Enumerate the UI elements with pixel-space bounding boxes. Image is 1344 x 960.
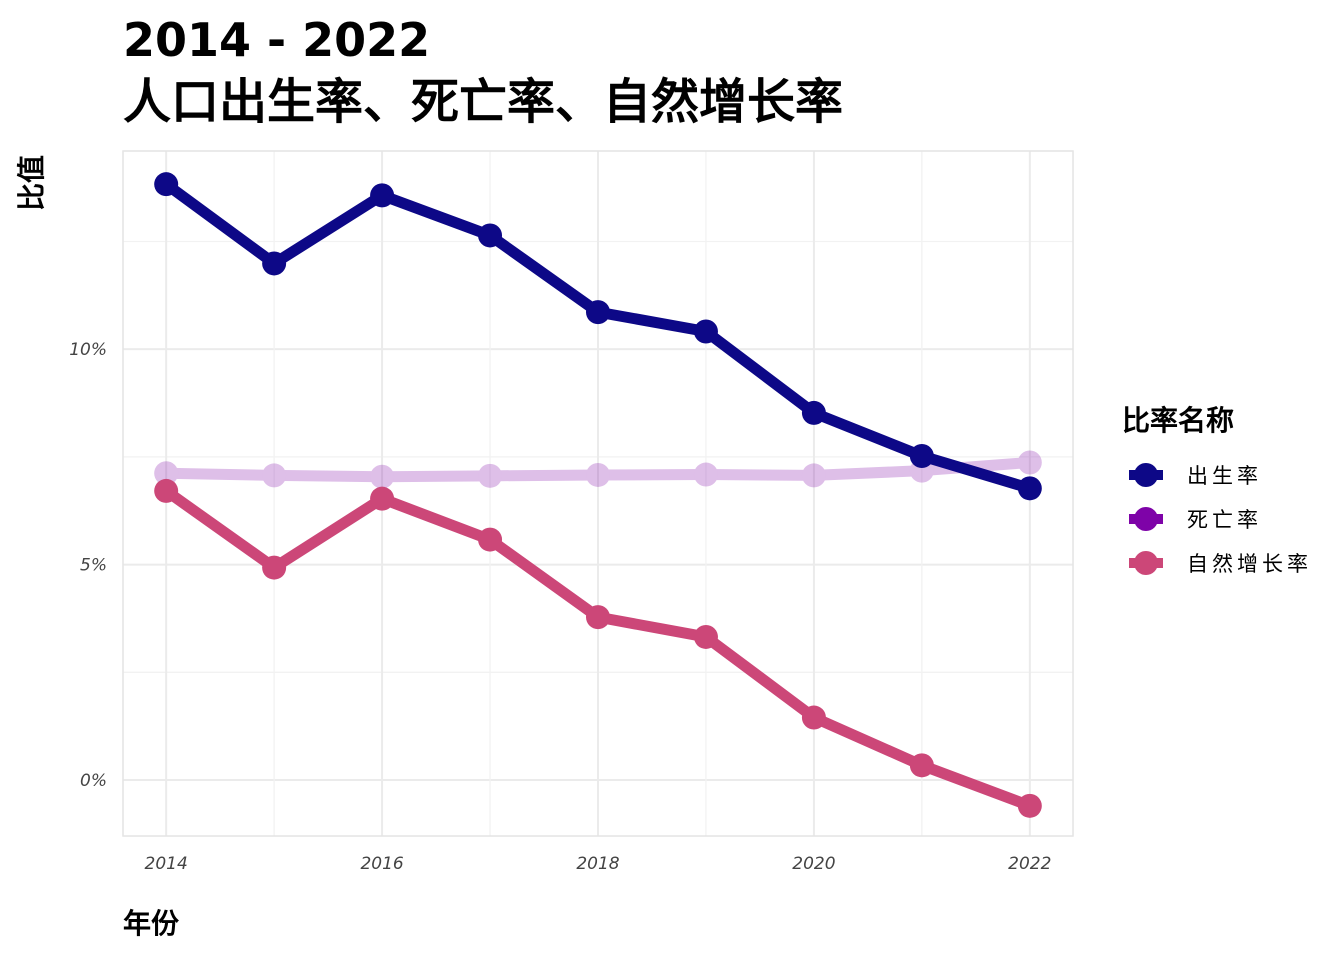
data-point — [370, 183, 395, 208]
y-tick-label: 0% — [80, 771, 107, 791]
legend-key-point — [1134, 551, 1158, 575]
x-tick-label: 2016 — [360, 854, 403, 874]
series-group — [154, 478, 1042, 818]
x-axis-title: 年份 — [123, 907, 179, 940]
chart-title-line2: 人口出生率、死亡率、自然增长率 — [123, 74, 843, 130]
legend-title: 比率名称 — [1122, 404, 1234, 437]
y-axis-ticks: 0% 5% 10% — [69, 340, 107, 791]
x-axis-ticks: 2014 2016 2018 2020 2022 — [145, 854, 1052, 874]
data-point — [154, 478, 179, 503]
legend-key-point — [1134, 463, 1158, 487]
data-point — [478, 527, 503, 552]
series-line — [160, 456, 1036, 483]
data-point — [693, 462, 718, 487]
data-point — [909, 444, 934, 469]
data-point — [801, 705, 826, 730]
legend-key-point — [1134, 507, 1158, 531]
data-point — [801, 463, 826, 488]
data-point — [478, 463, 503, 488]
data-point — [693, 624, 718, 649]
data-point — [154, 461, 179, 486]
series-group — [154, 450, 1042, 489]
x-tick-label: 2018 — [576, 854, 619, 874]
data-point — [586, 605, 610, 630]
data-point — [262, 251, 287, 276]
x-tick-label: 2020 — [792, 854, 835, 874]
data-point — [370, 464, 395, 489]
data-point — [586, 462, 610, 487]
legend-label: 出生率 — [1187, 464, 1262, 488]
data-point — [154, 172, 179, 197]
y-tick-label: 10% — [69, 340, 107, 360]
data-point — [909, 753, 934, 778]
data-series — [154, 172, 1042, 818]
data-point — [370, 486, 395, 511]
plot-panel-border — [122, 150, 1074, 837]
data-point — [1017, 450, 1042, 475]
series-group — [154, 172, 1042, 501]
y-tick-label: 5% — [80, 556, 107, 576]
chart-title-line1: 2014 - 2022 — [123, 13, 430, 67]
data-point — [693, 319, 718, 344]
data-point — [478, 223, 503, 248]
data-point — [1017, 793, 1042, 818]
data-point — [262, 463, 287, 488]
legend-label: 自然增长率 — [1187, 552, 1312, 576]
data-point — [586, 300, 610, 325]
data-point — [801, 400, 826, 425]
data-point — [262, 555, 287, 580]
legend-label: 死亡率 — [1187, 508, 1262, 532]
x-tick-label: 2014 — [145, 854, 188, 874]
data-point — [1017, 476, 1042, 501]
x-tick-label: 2022 — [1008, 854, 1051, 874]
y-axis-title: 比值 — [15, 155, 48, 211]
